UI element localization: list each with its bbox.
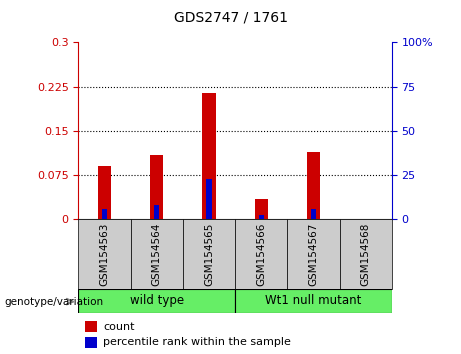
Bar [85,337,97,348]
Bar [259,215,264,219]
Text: GSM154564: GSM154564 [152,222,162,286]
Text: wild type: wild type [130,295,184,307]
Bar [130,219,183,289]
Bar [254,199,268,219]
Bar [235,219,287,289]
Bar [207,179,212,219]
Bar [85,321,97,332]
Bar [78,219,130,289]
Text: GSM154565: GSM154565 [204,222,214,286]
Bar [102,209,107,219]
Bar [202,93,216,219]
Text: Wt1 null mutant: Wt1 null mutant [265,295,362,307]
Bar [98,166,111,219]
Bar [311,209,316,219]
Text: GSM154563: GSM154563 [100,222,110,286]
Text: count: count [103,322,135,332]
Text: percentile rank within the sample: percentile rank within the sample [103,337,291,348]
Text: genotype/variation: genotype/variation [5,297,104,307]
Text: GSM154567: GSM154567 [308,222,319,286]
Text: GSM154568: GSM154568 [361,222,371,286]
Text: GDS2747 / 1761: GDS2747 / 1761 [173,11,288,25]
Bar [307,152,320,219]
Bar [235,289,392,313]
Bar [183,219,235,289]
Bar [78,289,235,313]
Bar [154,205,160,219]
Text: GSM154566: GSM154566 [256,222,266,286]
Bar [150,155,163,219]
Bar [287,219,340,289]
Bar [340,219,392,289]
